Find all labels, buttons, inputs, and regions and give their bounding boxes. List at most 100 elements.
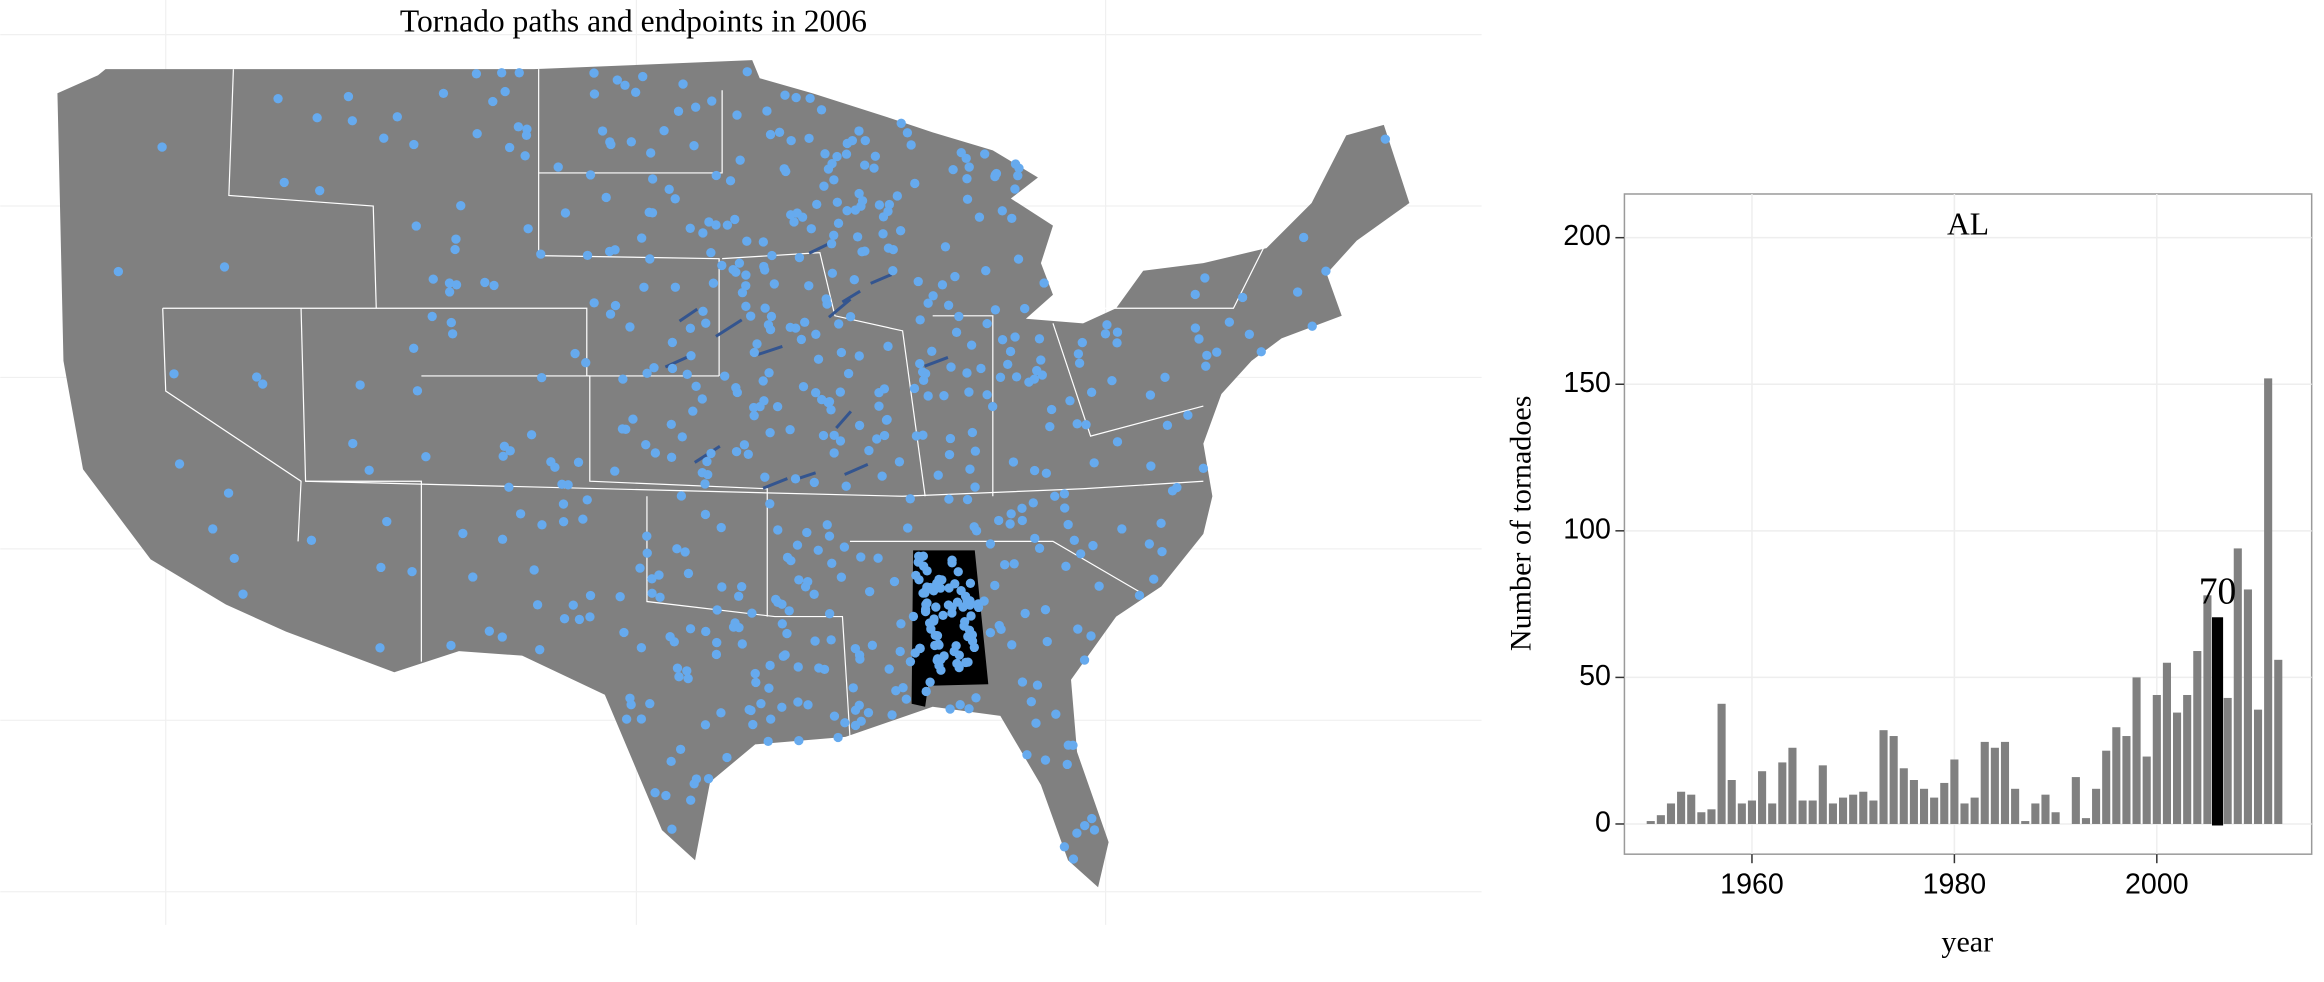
tornado-point — [841, 481, 851, 491]
tornado-point — [748, 719, 758, 730]
tornado-point — [113, 266, 124, 277]
tornado-point — [497, 632, 507, 642]
tornado-point — [1006, 509, 1016, 519]
tornado-point — [780, 90, 790, 100]
tornado-point — [347, 116, 358, 126]
tornado-point — [716, 522, 726, 533]
tornado-point — [982, 390, 992, 400]
tornado-point — [704, 217, 714, 227]
bar — [2031, 803, 2040, 824]
tornado-point — [1050, 491, 1060, 501]
tornado-point — [252, 372, 262, 382]
tornado-point — [915, 358, 925, 369]
tornado-point — [945, 433, 956, 444]
tornado-point — [905, 494, 915, 504]
tornado-point — [750, 668, 760, 679]
tornado-point — [804, 281, 814, 291]
tornado-point — [765, 129, 776, 140]
tornado-point — [765, 499, 775, 509]
bar — [1808, 800, 1817, 824]
tornado-point — [550, 462, 560, 472]
tornado-point — [407, 566, 417, 577]
tornado-point — [1146, 461, 1156, 471]
tornado-point — [585, 590, 596, 601]
tornado-point — [1157, 546, 1167, 557]
tornado-point — [895, 226, 906, 236]
state-border — [162, 307, 720, 377]
tornado-point — [1087, 813, 1097, 824]
tornado-point — [456, 201, 466, 211]
tornado-point — [1190, 323, 1201, 333]
tornado-point — [964, 387, 974, 397]
tornado-path — [844, 463, 869, 476]
tornado-point — [682, 666, 692, 676]
tornado-point — [937, 280, 948, 290]
tornado-point — [870, 151, 881, 161]
bar — [1687, 794, 1696, 824]
tornado-point — [573, 457, 584, 467]
tornado-point — [763, 736, 773, 747]
tornado-point — [1112, 437, 1123, 447]
tornado-point — [826, 239, 837, 249]
tornado-point — [927, 346, 937, 356]
tornado-point — [811, 329, 821, 339]
tornado-point — [427, 311, 437, 322]
tornado-point — [447, 329, 458, 339]
tornado-point — [655, 592, 665, 602]
tornado-point — [1013, 170, 1023, 181]
tornado-point — [497, 534, 508, 544]
bar — [1849, 794, 1858, 824]
tornado-point — [764, 368, 774, 378]
tornado-point — [450, 244, 460, 255]
state-border — [228, 69, 377, 309]
tornado-point — [964, 704, 974, 714]
tornado-point — [936, 665, 946, 675]
tornado-point — [961, 657, 971, 668]
tornado-point — [1017, 503, 1027, 513]
tornado-point — [169, 369, 179, 379]
tornado-point — [731, 267, 741, 277]
tornado-point — [636, 643, 647, 653]
tornado-point — [1040, 755, 1051, 765]
tornado-point — [412, 386, 423, 396]
bar — [1646, 821, 1655, 824]
tornado-point — [701, 318, 711, 328]
tornado-point — [364, 465, 374, 475]
tornado-point — [582, 250, 593, 261]
tornado-point — [725, 176, 736, 186]
tornado-point — [930, 640, 940, 651]
state-border — [538, 90, 723, 174]
tornado-point — [665, 632, 675, 642]
bar — [2243, 589, 2252, 824]
tornado-point — [873, 553, 883, 563]
tornado-point — [997, 335, 1008, 345]
tornado-point — [767, 250, 777, 261]
tornado-point — [711, 170, 721, 181]
tornado-point — [1077, 337, 1087, 348]
bar — [1828, 803, 1837, 824]
tornado-point — [906, 140, 916, 150]
tornado-point — [735, 155, 745, 165]
tornado-point — [954, 311, 964, 322]
tornado-point — [760, 303, 770, 313]
state-border — [421, 375, 768, 617]
tornado-point — [747, 608, 757, 618]
bar — [1889, 736, 1898, 824]
data-label: 70 — [2199, 571, 2237, 612]
tornado-point — [835, 436, 846, 446]
tornado-point — [952, 597, 963, 607]
map-panel: Tornado paths and endpoints in 2006 — [0, 0, 1482, 925]
bar — [1758, 771, 1767, 824]
tornado-point — [219, 262, 230, 272]
tornado-point — [896, 118, 906, 128]
state-border — [849, 540, 1144, 595]
tornado-point — [471, 69, 482, 79]
tornado-point — [759, 261, 769, 272]
tornado-point — [793, 662, 803, 672]
state-border — [1095, 247, 1265, 309]
tornado-point — [1117, 524, 1127, 534]
tornado-point — [585, 612, 595, 622]
tornado-point — [1079, 655, 1090, 665]
tornado-point — [615, 592, 625, 602]
tornado-point — [1073, 624, 1083, 634]
